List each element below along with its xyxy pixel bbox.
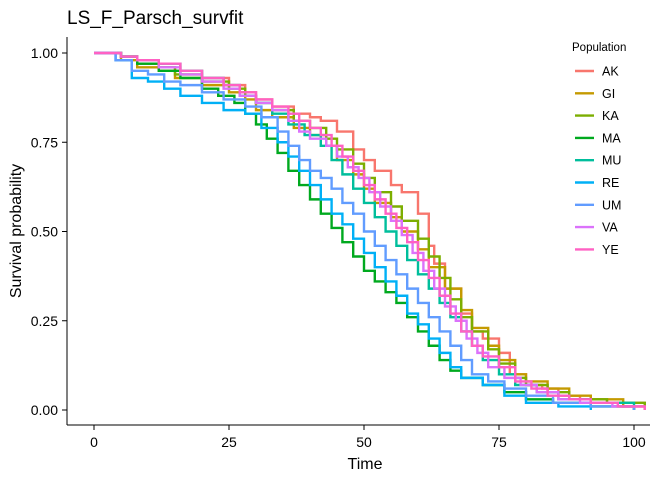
legend-label: GI — [602, 87, 615, 101]
legend-label: RE — [602, 176, 619, 190]
series-line-ye — [94, 51, 646, 410]
y-tick-label: 0.50 — [31, 224, 58, 240]
legend-label: UM — [602, 198, 621, 212]
x-axis-title: Time — [348, 456, 383, 473]
series-line-va — [94, 51, 645, 408]
x-tick-label: 0 — [90, 434, 98, 450]
series-line-um — [94, 51, 636, 410]
legend-items: AK GI KA MA MU RE UM VA YE — [575, 65, 621, 257]
x-tick-label: 100 — [622, 434, 646, 450]
legend-label: MA — [602, 131, 621, 145]
series-line-re — [94, 51, 592, 410]
y-axis-title: Survival probability — [8, 164, 25, 298]
legend-label: MU — [602, 154, 621, 168]
plot-area — [94, 51, 646, 410]
y-ticks: 0.00 0.25 0.50 0.75 1.00 — [31, 45, 67, 418]
legend: Population AK GI KA MA MU RE UM VA YE — [572, 42, 626, 257]
legend-label: AK — [602, 65, 619, 79]
x-tick-label: 25 — [221, 434, 237, 450]
legend-label: YE — [602, 243, 619, 257]
legend-label: VA — [602, 221, 618, 235]
chart-title: LS_F_Parsch_survfit — [67, 8, 244, 29]
y-tick-label: 0.75 — [31, 134, 58, 150]
legend-title: Population — [572, 42, 626, 54]
x-tick-label: 75 — [491, 434, 507, 450]
axes — [66, 37, 650, 426]
y-tick-label: 1.00 — [31, 45, 58, 61]
y-tick-label: 0.00 — [31, 402, 58, 418]
x-ticks: 0 25 50 75 100 — [90, 425, 646, 450]
series-line-ak — [94, 51, 646, 407]
legend-label: KA — [602, 109, 619, 123]
x-tick-label: 50 — [356, 434, 372, 450]
y-tick-label: 0.25 — [31, 313, 58, 329]
